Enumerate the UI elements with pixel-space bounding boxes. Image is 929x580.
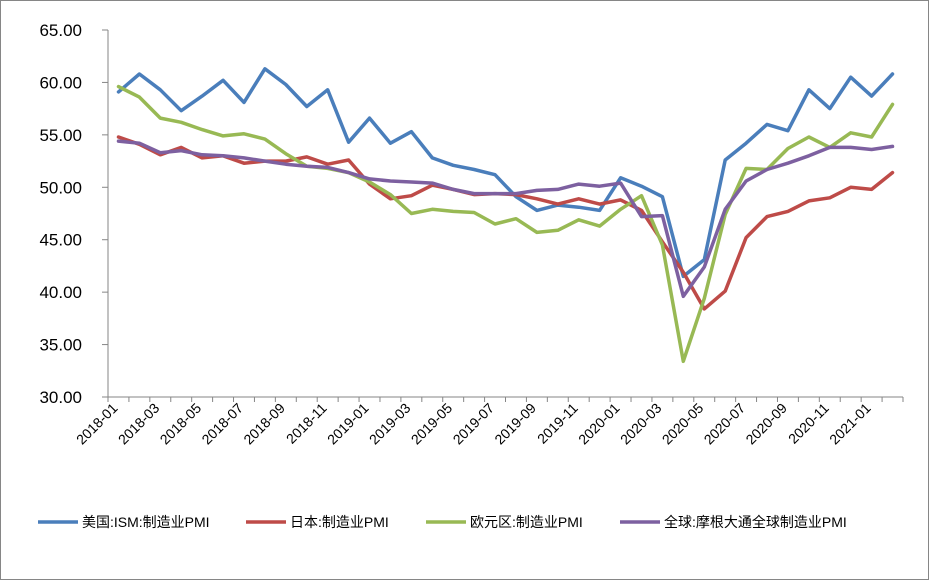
legend-entry-1: 美国:ISM:制造业PMI xyxy=(38,514,210,530)
y-tick-label: 35.00 xyxy=(39,336,82,355)
x-tick-label: 2018-11 xyxy=(283,400,330,447)
y-axis: 30.00 35.00 40.00 45.00 50.00 55.00 60.00 65.00 xyxy=(39,21,109,407)
y-tick-label: 65.00 xyxy=(39,21,82,40)
x-tick-label: 2019-05 xyxy=(408,400,456,448)
y-tick-label: 55.00 xyxy=(39,126,82,145)
legend-entry-3: 欧元区:制造业PMI xyxy=(426,514,583,530)
y-tick-label: 30.00 xyxy=(39,388,82,407)
legend-label: 全球:摩根大通全球制造业PMI xyxy=(664,514,847,530)
x-tick-label: 2018-09 xyxy=(240,400,288,448)
x-tick-label: 2018-07 xyxy=(198,400,246,448)
series-line-1 xyxy=(116,67,895,279)
x-tick-label: 2020-05 xyxy=(659,400,707,448)
x-axis: 2018-012018-032018-052018-072018-092018-… xyxy=(73,396,904,448)
x-tick-label: 2020-03 xyxy=(617,400,665,448)
x-tick-label: 2021-01 xyxy=(826,400,874,448)
x-tick-label: 2019-07 xyxy=(450,400,498,448)
legend: 美国:ISM:制造业PMI 日本:制造业PMI 欧元区:制造业PMI 全球:摩根大通全… xyxy=(38,514,847,530)
legend-label: 美国:ISM:制造业PMI xyxy=(82,514,210,530)
x-tick-label: 2020-01 xyxy=(575,400,623,448)
x-tick-label: 2020-07 xyxy=(701,400,749,448)
y-tick-label: 60.00 xyxy=(39,73,82,92)
y-tick-label: 40.00 xyxy=(39,283,82,302)
x-tick-label: 2020-11 xyxy=(785,400,832,447)
x-tick-label: 2018-03 xyxy=(115,400,163,448)
x-tick-label: 2019-03 xyxy=(366,400,414,448)
x-tick-label: 2020-09 xyxy=(742,400,790,448)
legend-label: 日本:制造业PMI xyxy=(290,514,389,530)
y-tick-label: 50.00 xyxy=(39,178,82,197)
legend-label: 欧元区:制造业PMI xyxy=(470,514,583,530)
x-tick-label: 2019-01 xyxy=(324,400,372,448)
series-layer xyxy=(116,67,895,364)
x-tick-label: 2018-05 xyxy=(157,400,205,448)
x-tick-label: 2019-09 xyxy=(491,400,539,448)
x-tick-label: 2019-11 xyxy=(534,400,581,447)
legend-entry-4: 全球:摩根大通全球制造业PMI xyxy=(620,514,847,530)
legend-entry-2: 日本:制造业PMI xyxy=(246,514,389,530)
series-line-3 xyxy=(116,84,895,364)
y-tick-label: 45.00 xyxy=(39,231,82,250)
series-line-4 xyxy=(116,139,895,299)
